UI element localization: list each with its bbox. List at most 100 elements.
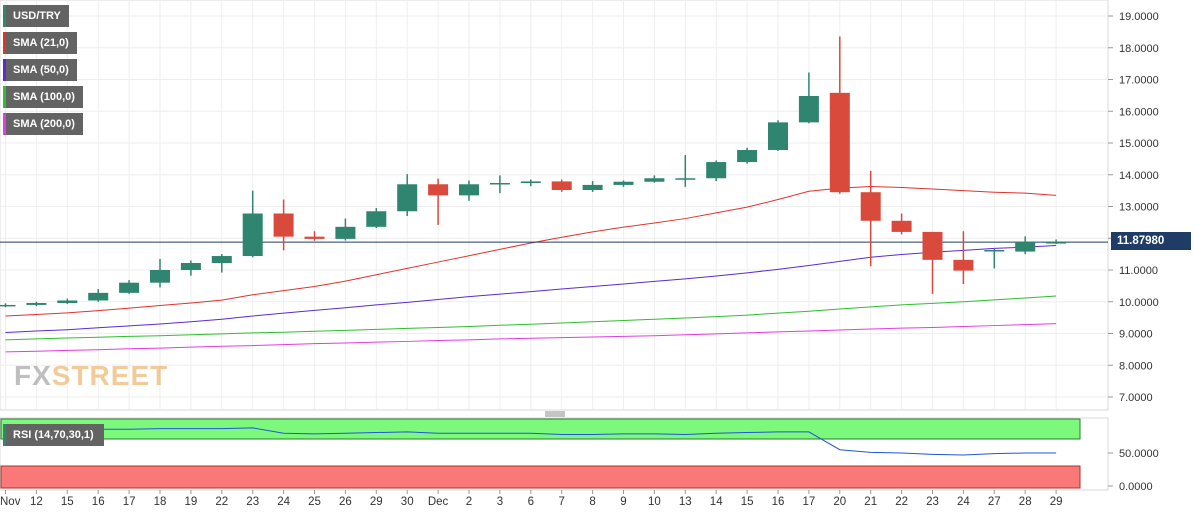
legend-item[interactable]: SMA (50,0) [3, 59, 77, 81]
candle [397, 174, 418, 217]
candle [798, 72, 819, 124]
candle [891, 213, 912, 235]
candle [0, 303, 16, 308]
pane-resize-handle[interactable] [545, 411, 565, 417]
candle [768, 120, 788, 151]
x-tick-label: 14 [710, 496, 723, 508]
x-tick-label: 22 [895, 496, 908, 508]
y-tick-label: 9.0000 [1119, 329, 1153, 341]
sma-100-line [5, 295, 1057, 341]
x-tick-label: 28 [1019, 496, 1032, 508]
x-tick-label: 27 [988, 496, 1001, 508]
x-tick-label: 20 [833, 496, 846, 508]
x-tick-label: 16 [772, 496, 785, 508]
candle-body [0, 304, 16, 307]
candle [150, 258, 170, 288]
x-tick-label: 29 [370, 496, 383, 508]
x-tick-label: 9 [620, 496, 626, 508]
candle [459, 180, 479, 201]
candle [211, 254, 232, 273]
candle-body [57, 300, 78, 304]
x-tick-label: Dec [428, 496, 449, 508]
candle [26, 301, 47, 307]
candle [366, 208, 387, 229]
candle-body [706, 162, 727, 179]
fxstreet-logo: FXSTREET [14, 360, 169, 391]
y-tick-label: 16.0000 [1119, 106, 1159, 118]
x-tick-label: 15 [61, 496, 74, 508]
candle-body [397, 184, 418, 212]
candle-body [335, 226, 356, 239]
y-tick-label: 10.0000 [1119, 297, 1159, 309]
x-tick-label: Nov [0, 496, 21, 508]
candle-body [273, 213, 294, 237]
x-tick-label: 17 [803, 496, 816, 508]
y-tick-label: 18.0000 [1119, 43, 1159, 55]
candle-body [829, 92, 850, 193]
y-tick-label: 14.0000 [1119, 170, 1159, 182]
candle-body [304, 236, 325, 239]
candle-body [242, 213, 263, 257]
x-tick-label: 21 [864, 496, 877, 508]
candle [860, 170, 881, 267]
candle [551, 179, 572, 192]
candle [582, 181, 603, 192]
candles [0, 36, 1067, 308]
main-y-ticks: 19.0000 18.0000 17.0000 16.0000 15.0000 14.00… [1108, 11, 1159, 404]
candle-body [798, 96, 819, 123]
candle-body [119, 282, 140, 293]
candle [706, 160, 727, 182]
x-tick-label: 6 [528, 496, 534, 508]
y-tick-label: 19.0000 [1119, 11, 1159, 23]
sma-21-line [5, 185, 1057, 317]
candle-body [953, 259, 974, 271]
x-tick-label: 8 [589, 496, 595, 508]
candle [119, 280, 140, 294]
candle [242, 190, 263, 258]
legend-item[interactable]: SMA (100,0) [3, 86, 83, 108]
candle-body [675, 178, 696, 180]
sma-lines [5, 185, 1057, 353]
rsi-y-tick-label: 50.0000 [1119, 448, 1159, 460]
candle-body [737, 149, 758, 163]
y-tick-label: 15.0000 [1119, 138, 1159, 150]
candle-body [180, 263, 201, 270]
candle [675, 155, 696, 187]
candle [829, 36, 850, 194]
legend-item[interactable]: SMA (200,0) [3, 113, 83, 135]
x-tick-label: 25 [308, 496, 321, 508]
y-tick-label: 7.0000 [1119, 392, 1153, 404]
candle [613, 180, 634, 187]
candle [1015, 236, 1036, 255]
x-tick-label: 22 [215, 496, 228, 508]
main-plot-frame [0, 0, 1109, 411]
current-price-label: 11.87980 [1111, 232, 1191, 250]
candle [1046, 239, 1067, 244]
candle [57, 298, 78, 304]
x-tick-label: 2 [466, 496, 472, 508]
rsi-y-ticks: 50.0000 0.0000 [1108, 448, 1159, 493]
candle-body [150, 270, 170, 283]
x-tick-label: 17 [123, 496, 136, 508]
y-tick-label: 8.0000 [1119, 360, 1153, 372]
candle-body [211, 256, 232, 264]
candle-body [922, 231, 943, 260]
candle-body [459, 184, 479, 196]
candle [88, 289, 109, 302]
legend-item[interactable]: SMA (21,0) [3, 32, 77, 54]
candle-body [1046, 242, 1067, 244]
candle-body [644, 178, 665, 182]
candle [335, 218, 356, 241]
y-tick-label: 17.0000 [1119, 75, 1159, 87]
rsi-overbought-zone [0, 418, 1081, 440]
candle [922, 231, 943, 294]
candle-body [891, 220, 912, 232]
candle [428, 178, 449, 225]
candle [520, 179, 541, 187]
candle [737, 147, 758, 164]
legend-item[interactable]: USD/TRY [3, 5, 69, 27]
candle [984, 249, 1005, 269]
x-tick-label: 23 [246, 496, 259, 508]
candle-body [1015, 242, 1036, 252]
y-tick-label: 13.0000 [1119, 202, 1159, 214]
